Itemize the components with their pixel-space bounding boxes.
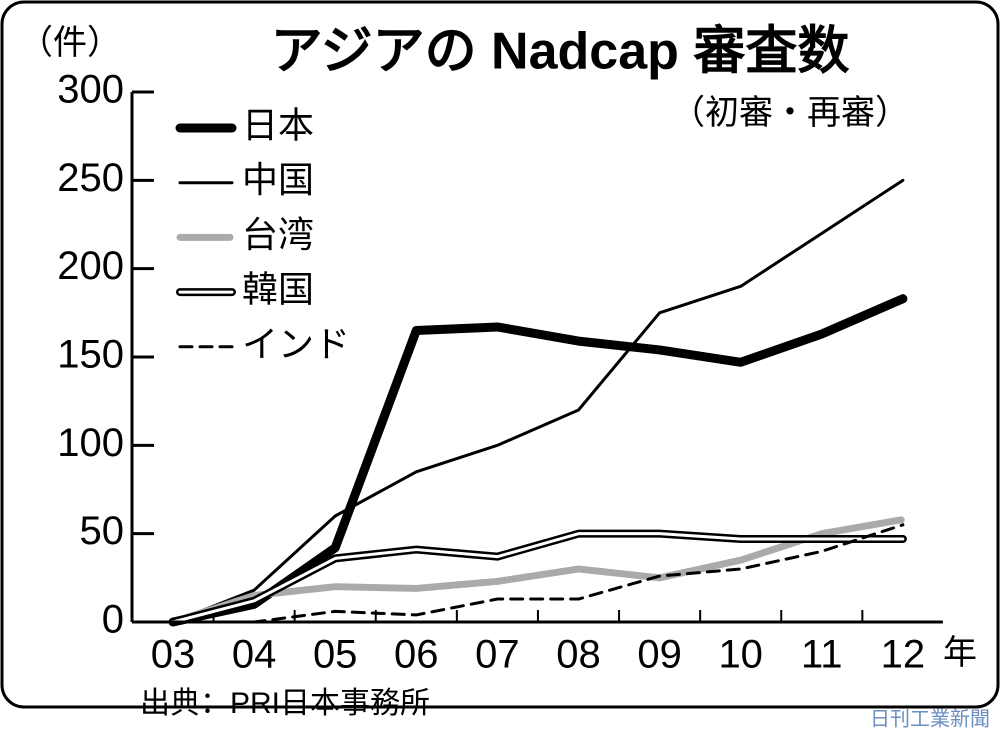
x-tick-label: 03 <box>151 633 196 677</box>
y-tick-label: 200 <box>57 244 124 288</box>
x-tick-label: 12 <box>881 633 926 677</box>
y-unit: （件） <box>19 24 121 62</box>
y-tick-label: 100 <box>57 421 124 465</box>
y-tick-label: 250 <box>57 156 124 200</box>
y-tick-label: 50 <box>80 509 125 553</box>
chart-subtitle: （初審・再審） <box>671 94 909 132</box>
y-tick-label: 150 <box>57 333 124 377</box>
legend-label: インド <box>242 323 350 364</box>
legend-label: 日本 <box>242 105 314 146</box>
watermark: 日刊工業新聞 <box>870 707 990 730</box>
x-tick-label: 04 <box>232 633 277 677</box>
legend-label: 台湾 <box>242 214 314 255</box>
x-unit: 年 <box>943 634 977 672</box>
x-tick-label: 11 <box>801 633 843 677</box>
series-line <box>171 523 905 624</box>
y-tick-label: 300 <box>57 68 124 112</box>
x-tick-label: 08 <box>556 633 601 677</box>
source: 出典：PRI日本事務所 <box>140 687 430 720</box>
x-tick-label: 10 <box>718 633 763 677</box>
x-tick-label: 09 <box>637 633 682 677</box>
series-line <box>171 178 905 624</box>
frame <box>0 0 1000 709</box>
x-tick-label: 06 <box>394 633 439 677</box>
y-tick-label: 0 <box>102 598 124 642</box>
line-inner <box>171 532 905 624</box>
x-tick-label: 05 <box>313 633 358 677</box>
chart-title: アジアの Nadcap 審査数 <box>271 23 850 81</box>
legend-label: 中国 <box>242 159 314 200</box>
legend-label: 韓国 <box>242 269 314 310</box>
series-line <box>169 516 907 626</box>
x-tick-label: 07 <box>475 633 520 677</box>
